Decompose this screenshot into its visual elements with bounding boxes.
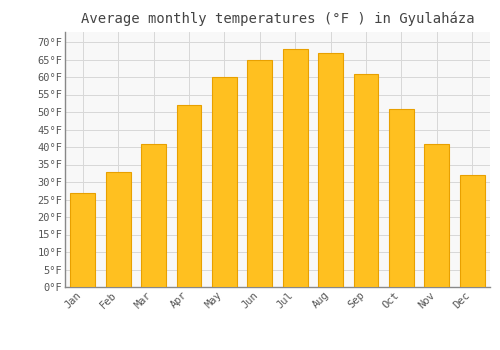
Bar <box>460 175 484 287</box>
Bar <box>106 172 130 287</box>
Bar <box>141 144 166 287</box>
Bar <box>70 193 95 287</box>
Bar <box>176 105 202 287</box>
Bar <box>354 74 378 287</box>
Bar <box>318 52 343 287</box>
Bar <box>248 60 272 287</box>
Bar <box>424 144 450 287</box>
Bar <box>389 108 414 287</box>
Title: Average monthly temperatures (°F ) in Gyulaháza: Average monthly temperatures (°F ) in Gy… <box>80 12 474 26</box>
Bar <box>283 49 308 287</box>
Bar <box>212 77 237 287</box>
